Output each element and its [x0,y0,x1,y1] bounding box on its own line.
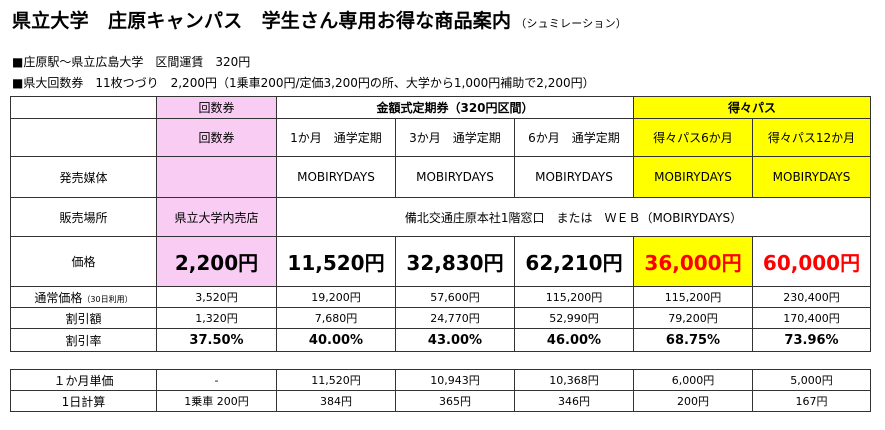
table-cell: - [156,369,277,391]
table-cell: 115,200円 [514,286,634,308]
column-header: 1か月 通学定期 [276,118,396,157]
table-cell: 384円 [276,390,396,412]
monthly-row: １か月単価 - 11,520円 10,943円 10,368円 6,000円 5… [10,369,871,391]
table-cell: MOBIRYDAYS [633,156,753,198]
normal-price-row: 通常価格（30日利用） 3,520円 19,200円 57,600円 115,2… [10,286,872,308]
row-label-note: （30日利用） [82,294,133,304]
table-cell: 68.75% [633,328,753,352]
table-cell: 10,368円 [514,369,634,391]
table-cell: 7,680円 [276,307,396,329]
corner-cell [10,96,157,119]
rate-row: 割引率 37.50% 40.00% 43.00% 46.00% 68.75% 7… [10,328,872,352]
discount-row: 割引額 1,320円 7,680円 24,770円 52,990円 79,200… [10,307,872,329]
row-label: 販売場所 [10,197,157,237]
column-header-row: 回数券 1か月 通学定期 3か月 通学定期 6か月 通学定期 得々パス6か月 得… [10,118,872,157]
table-cell: 19,200円 [276,286,396,308]
table-cell: MOBIRYDAYS [395,156,515,198]
table-cell: 10,943円 [395,369,515,391]
place-row: 販売場所 県立大学内売店 備北交通庄原本社1階窓口 または ＷＥＢ（MOBIRY… [10,197,872,237]
row-label: １か月単価 [10,369,157,391]
row-label: 通常価格（30日利用） [10,286,157,308]
table-cell: 県立大学内売店 [156,197,277,237]
group-header-row: 回数券 金額式定期券（320円区間） 得々パス [10,96,872,119]
daily-row: 1日計算 1乗車 200円 384円 365円 346円 200円 167円 [10,390,871,412]
page-title: 県立大学 庄原キャンパス 学生さん専用お得な商品案内 （シュミレーション） [12,6,627,33]
group-header-coupon: 回数券 [156,96,277,119]
media-row: 発売媒体 MOBIRYDAYS MOBIRYDAYS MOBIRYDAYS MO… [10,156,872,198]
row-label: 割引率 [10,328,157,352]
table-cell: 5,000円 [752,369,871,391]
table-cell: 3,520円 [156,286,277,308]
table-cell: 346円 [514,390,634,412]
table-cell: 43.00% [395,328,515,352]
table-cell: 73.96% [751,328,872,352]
row-label: 1日計算 [10,390,157,412]
row-label: 発売媒体 [10,156,157,198]
row-label: 価格 [10,236,157,287]
column-header: 回数券 [156,118,277,157]
coupon-info: ■県大回数券 11枚つづり 2,200円（1乗車200円/定価3,200円の所、… [12,76,595,90]
column-header: 得々パス12か月 [751,118,872,157]
table-cell: 230,400円 [751,286,872,308]
column-header: 得々パス6か月 [633,118,753,157]
table-cell: 115,200円 [633,286,753,308]
table-cell: 52,990円 [514,307,634,329]
price-table: 回数券 金額式定期券（320円区間） 得々パス 回数券 1か月 通学定期 3か月… [10,96,872,352]
column-header: 6か月 通学定期 [514,118,634,157]
table-cell: 備北交通庄原本社1階窓口 または ＷＥＢ（MOBIRYDAYS） [275,197,872,237]
table-cell: 40.00% [276,328,396,352]
price-cell: 11,520円 [276,236,396,287]
table-cell: 170,400円 [751,307,872,329]
row-label: 割引額 [10,307,157,329]
title-sub: （シュミレーション） [515,17,627,30]
table-cell: 79,200円 [633,307,753,329]
table-cell: MOBIRYDAYS [276,156,396,198]
price-cell: 60,000円 [751,236,872,287]
fare-info: ■庄原駅～県立広島大学 区間運賃 320円 [12,55,251,69]
price-cell: 2,200円 [156,236,277,287]
table-cell: 1乗車 200円 [156,390,277,412]
group-header-tokutoku: 得々パス [632,96,872,119]
table-cell: 1,320円 [156,307,277,329]
price-row: 価格 2,200円 11,520円 32,830円 62,210円 36,000… [10,236,872,287]
table-cell [156,156,277,198]
table-cell: 37.50% [156,328,277,352]
title-main: 県立大学 庄原キャンパス 学生さん専用お得な商品案内 [12,10,512,32]
table-cell: 6,000円 [633,369,753,391]
price-cell: 32,830円 [395,236,515,287]
table-cell: 200円 [633,390,753,412]
unit-price-table: １か月単価 - 11,520円 10,943円 10,368円 6,000円 5… [10,369,871,412]
table-cell: 24,770円 [395,307,515,329]
table-cell: 57,600円 [395,286,515,308]
table-cell: MOBIRYDAYS [751,156,872,198]
corner-cell [10,118,157,157]
table-cell: 11,520円 [276,369,396,391]
table-cell: 365円 [395,390,515,412]
group-header-commuter: 金額式定期券（320円区間） [276,96,634,119]
table-cell: 46.00% [514,328,634,352]
price-cell: 62,210円 [514,236,634,287]
table-cell: 167円 [752,390,871,412]
price-cell: 36,000円 [633,236,753,287]
table-cell: MOBIRYDAYS [514,156,634,198]
column-header: 3か月 通学定期 [395,118,515,157]
row-label-text: 通常価格 [34,290,83,305]
